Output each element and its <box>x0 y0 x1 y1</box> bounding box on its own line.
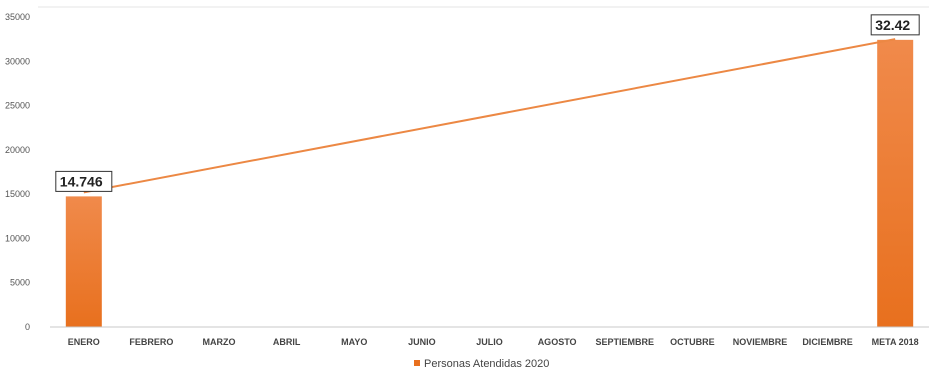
y-tick-label: 20000 <box>5 145 30 155</box>
bar <box>877 39 914 327</box>
bar <box>65 196 102 327</box>
y-tick-label: 10000 <box>5 233 30 243</box>
x-category-label: AGOSTO <box>538 337 577 347</box>
data-label-box <box>870 14 920 36</box>
legend-label: Personas Atendidas 2020 <box>424 358 549 370</box>
trendline <box>83 38 896 194</box>
x-axis-categories: ENERO FEBRERO MARZO ABRIL MAYO JUNIO JULIO AGOS… <box>68 337 919 347</box>
x-category-label: OCTUBRE <box>670 337 715 347</box>
x-category-label: ABRIL <box>273 337 301 347</box>
legend: Personas Atendidas 2020 <box>414 358 549 370</box>
data-labels: 14.746 32.42 <box>55 14 920 192</box>
y-tick-label: 5000 <box>10 278 30 288</box>
y-tick-label: 35000 <box>5 12 30 22</box>
x-category-label: MARZO <box>203 337 236 347</box>
x-category-label: SEPTIEMBRE <box>595 337 654 347</box>
x-category-label: DICIEMBRE <box>802 337 853 347</box>
y-tick-label: 25000 <box>5 101 30 111</box>
data-label: 14.746 <box>60 173 103 189</box>
data-label: 32.42 <box>875 17 910 33</box>
y-axis-ticks: 0 5000 10000 15000 20000 25000 30000 35000 <box>5 12 30 332</box>
y-tick-label: 15000 <box>5 189 30 199</box>
x-category-label: JUNIO <box>408 337 436 347</box>
x-category-label: JULIO <box>476 337 503 347</box>
y-tick-label: 0 <box>25 322 30 332</box>
x-category-label: META 2018 <box>872 337 919 347</box>
x-category-label: MAYO <box>341 337 367 347</box>
x-category-label: ENERO <box>68 337 100 347</box>
data-label-box <box>55 170 113 192</box>
y-tick-label: 30000 <box>5 56 30 66</box>
trendline-group <box>83 38 896 194</box>
legend-swatch <box>414 360 420 366</box>
x-category-label: FEBRERO <box>129 337 173 347</box>
x-category-label: NOVIEMBRE <box>733 337 788 347</box>
bar-series <box>65 39 914 327</box>
